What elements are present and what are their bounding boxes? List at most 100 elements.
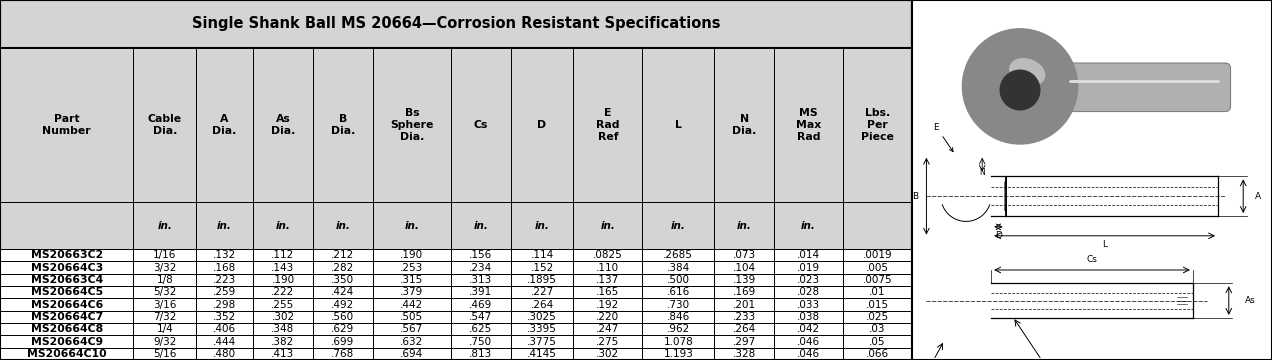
Bar [134, 286, 196, 298]
Text: A
Dia.: A Dia. [212, 114, 237, 136]
Bar [373, 348, 452, 360]
Bar [0, 336, 134, 348]
Text: .315: .315 [401, 275, 424, 285]
Bar [843, 261, 912, 274]
Bar [313, 323, 373, 336]
Text: .348: .348 [271, 324, 295, 334]
Bar [642, 261, 714, 274]
Bar [574, 48, 642, 202]
Text: .406: .406 [212, 324, 237, 334]
Text: 3/16: 3/16 [153, 300, 177, 310]
Bar [773, 274, 843, 286]
Bar [196, 323, 253, 336]
Bar [452, 336, 511, 348]
Text: .028: .028 [798, 287, 820, 297]
Bar [511, 311, 574, 323]
Bar [253, 348, 313, 360]
Text: Cs: Cs [1086, 255, 1098, 264]
Bar [511, 323, 574, 336]
Text: MS
Max
Rad: MS Max Rad [796, 108, 822, 142]
Bar [313, 348, 373, 360]
Text: .190: .190 [401, 250, 424, 260]
Bar [452, 298, 511, 311]
Text: N
Dia.: N Dia. [731, 114, 757, 136]
Bar [253, 48, 313, 202]
Text: .297: .297 [733, 337, 756, 347]
Bar [511, 336, 574, 348]
Text: .629: .629 [331, 324, 355, 334]
Bar [773, 249, 843, 261]
Bar [511, 274, 574, 286]
Bar [452, 274, 511, 286]
Bar [511, 249, 574, 261]
Text: .152: .152 [530, 262, 553, 273]
Bar [773, 323, 843, 336]
Text: .005: .005 [866, 262, 889, 273]
Bar [773, 311, 843, 323]
Bar [574, 323, 642, 336]
Bar [452, 348, 511, 360]
Text: MS20664C3: MS20664C3 [31, 262, 103, 273]
Bar [313, 311, 373, 323]
Bar [773, 202, 843, 249]
Text: .632: .632 [401, 337, 424, 347]
Text: .223: .223 [212, 275, 237, 285]
Text: in.: in. [736, 221, 752, 231]
Text: .255: .255 [271, 300, 295, 310]
Bar [511, 298, 574, 311]
Text: .492: .492 [331, 300, 355, 310]
Bar [373, 249, 452, 261]
Text: .352: .352 [212, 312, 237, 322]
Bar [253, 249, 313, 261]
Text: MS20663C4: MS20663C4 [31, 275, 103, 285]
Text: in.: in. [336, 221, 350, 231]
Text: As
Dia.: As Dia. [271, 114, 295, 136]
Text: .480: .480 [212, 349, 237, 359]
Bar [452, 249, 511, 261]
Text: 1/4: 1/4 [156, 324, 173, 334]
Text: MS20664C8: MS20664C8 [31, 324, 103, 334]
Text: .104: .104 [733, 262, 756, 273]
Text: .132: .132 [212, 250, 237, 260]
Text: in.: in. [600, 221, 616, 231]
Text: .0019: .0019 [862, 250, 893, 260]
Bar [714, 249, 773, 261]
Text: .413: .413 [271, 349, 295, 359]
Text: .282: .282 [331, 262, 355, 273]
Text: .442: .442 [401, 300, 424, 310]
Bar [313, 274, 373, 286]
Text: N: N [979, 168, 985, 177]
Text: .547: .547 [469, 312, 492, 322]
Text: .0825: .0825 [593, 250, 623, 260]
Bar [843, 249, 912, 261]
Bar [714, 298, 773, 311]
Text: .560: .560 [331, 312, 355, 322]
Text: .962: .962 [667, 324, 689, 334]
Text: .01: .01 [869, 287, 885, 297]
Bar [196, 348, 253, 360]
Bar [253, 261, 313, 274]
Text: .168: .168 [212, 262, 237, 273]
Bar [313, 336, 373, 348]
Bar [714, 274, 773, 286]
Text: Cs: Cs [473, 120, 488, 130]
Bar [511, 48, 574, 202]
Bar [642, 48, 714, 202]
Text: .139: .139 [733, 275, 756, 285]
Text: 1/16: 1/16 [153, 250, 177, 260]
Text: in.: in. [473, 221, 488, 231]
Text: .253: .253 [401, 262, 424, 273]
Bar [843, 48, 912, 202]
Bar [773, 261, 843, 274]
Text: Cable
Dia.: Cable Dia. [148, 114, 182, 136]
Text: .046: .046 [798, 337, 820, 347]
Bar [773, 48, 843, 202]
Text: .302: .302 [597, 349, 619, 359]
Text: .137: .137 [597, 275, 619, 285]
Text: in.: in. [276, 221, 290, 231]
Bar [313, 298, 373, 311]
Circle shape [1000, 70, 1039, 110]
Text: .110: .110 [597, 262, 619, 273]
Bar [452, 48, 511, 202]
Bar [0, 311, 134, 323]
